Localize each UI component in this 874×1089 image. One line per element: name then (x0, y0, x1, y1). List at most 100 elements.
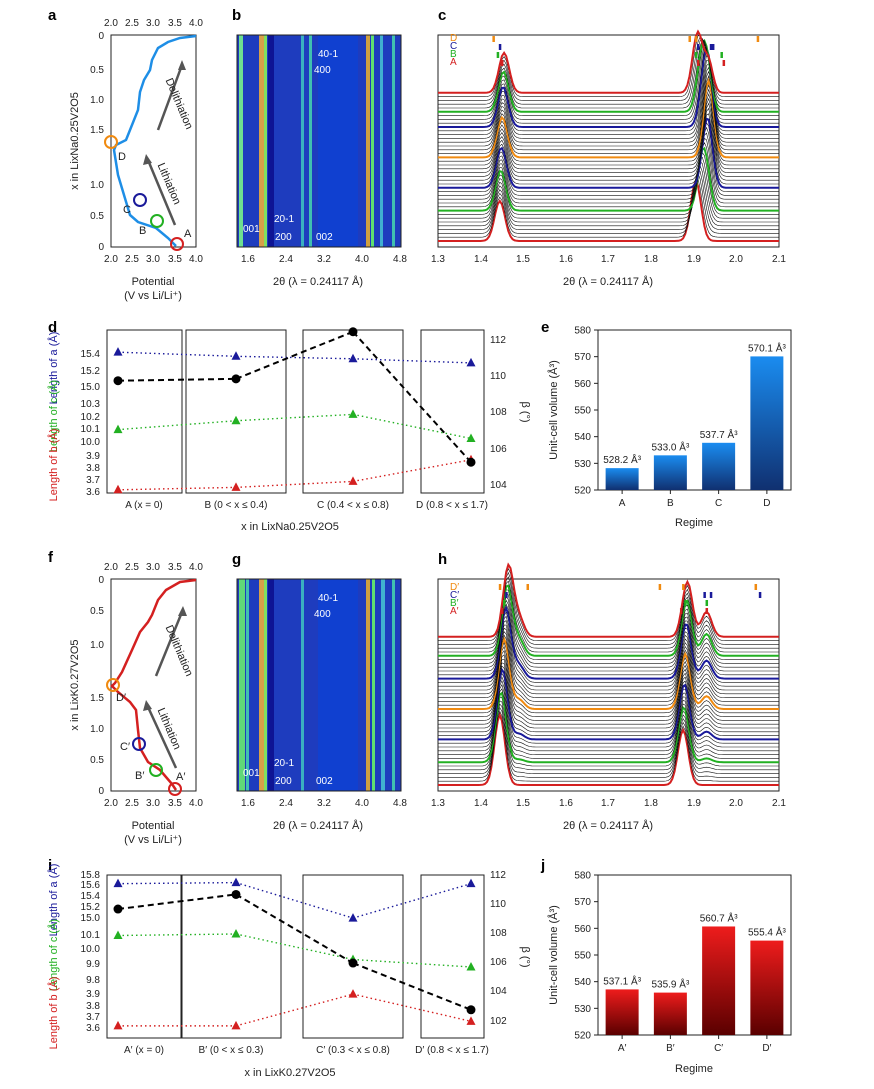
tick-label: 1.4 (474, 798, 488, 809)
tick-label: 1.8 (644, 798, 658, 809)
tick-label: 1.9 (687, 254, 701, 265)
heatmap-line (380, 35, 383, 247)
tick-label: 3.8 (86, 463, 100, 474)
diffraction-trace (438, 34, 779, 97)
y-tick-label: 540 (574, 432, 591, 443)
tick-label: 3.5 (168, 562, 182, 573)
tick-label: 112 (490, 870, 506, 881)
diffraction-trace (438, 679, 779, 752)
tick-label: 2.1 (772, 798, 786, 809)
diffraction-trace (438, 172, 779, 234)
legend-label: D (450, 33, 457, 44)
tick-label: 1.3 (431, 798, 445, 809)
panel-c-ridge-plot (438, 29, 779, 242)
y-tick-label: 520 (574, 486, 591, 497)
peak-label: 40-1 (318, 593, 338, 604)
diffraction-trace (438, 178, 779, 242)
lattice-point (466, 433, 476, 442)
subpanel-frame (106, 874, 183, 1039)
tick-label: 2.0 (729, 254, 743, 265)
point-label: B′ (135, 770, 144, 782)
tick-label: 10.2 (81, 412, 101, 423)
diffraction-trace (438, 611, 779, 683)
trend-line (117, 377, 237, 382)
heatmap-line (301, 35, 304, 247)
tick-label: 3.7 (86, 475, 100, 486)
y-tick-label: 520 (574, 1031, 591, 1042)
tick-label: 106 (490, 957, 507, 968)
lattice-point (348, 476, 358, 485)
reflection-tick (679, 608, 683, 614)
bar (750, 940, 784, 1035)
bar (750, 356, 784, 490)
heatmap-line (366, 579, 370, 791)
reflection-tick (720, 52, 723, 58)
panel-e-ylabel: Unit-cell volume (Å³) (547, 360, 560, 460)
diffraction-trace (438, 54, 779, 135)
diffraction-trace (438, 164, 779, 227)
tick-label: 0 (98, 786, 104, 797)
diffraction-trace (438, 634, 779, 706)
panel-b-frame (236, 34, 402, 248)
trend-line (235, 893, 354, 964)
reflection-tick (526, 584, 530, 590)
panel-a-frame (110, 34, 197, 248)
lattice-point (231, 415, 241, 425)
tick-label: 2.0 (104, 562, 118, 573)
trend-line (235, 933, 354, 961)
reflection-tick (500, 60, 504, 66)
panel-a-label: a (48, 7, 57, 24)
panel-j-ylabel: Unit-cell volume (Å³) (547, 905, 560, 1005)
peak-label: 002 (316, 776, 333, 787)
panel-j-label: j (540, 857, 545, 874)
tick-label: 15.4 (81, 349, 101, 360)
trend-line (352, 358, 472, 364)
diffraction-trace (438, 146, 779, 212)
lithiation-arrow (146, 706, 178, 769)
marker-d-prime (106, 678, 120, 692)
diffraction-trace (438, 624, 779, 695)
diffraction-trace (438, 603, 779, 676)
legend-label: B (450, 49, 457, 60)
beta-point (466, 1005, 476, 1015)
reflection-tick (754, 584, 758, 590)
legend-label: B′ (450, 598, 459, 609)
subpanel-frame (420, 874, 485, 1039)
trend-line (352, 883, 472, 919)
panel-b-xlabel: 2θ (λ = 0.24117 Å) (273, 275, 363, 288)
legend-label: C′ (450, 590, 459, 601)
trend-line (235, 993, 354, 1027)
diffraction-trace (438, 645, 779, 717)
subpanel-frame (420, 329, 485, 494)
peak-label: 200 (275, 776, 292, 787)
tick-label: 9.8 (86, 975, 100, 986)
tick-label: 104 (490, 480, 507, 491)
diffraction-trace (438, 580, 779, 653)
marker-c-prime (132, 737, 146, 751)
y-tick-label: 530 (574, 1004, 591, 1015)
panel-f-xlabel-1: Potential (132, 820, 175, 832)
tick-label: 2.5 (125, 254, 139, 265)
x-tick-label: C (715, 498, 722, 509)
marker-d (104, 135, 118, 149)
ylabel-b: Length of b (Å) (47, 429, 60, 502)
beta-point (231, 374, 241, 384)
tick-label: 4.0 (189, 18, 203, 29)
bar (605, 468, 639, 490)
diffraction-trace (438, 667, 779, 741)
tick-label: 15.2 (81, 366, 101, 377)
bar (653, 455, 687, 490)
reflection-tick (758, 592, 762, 598)
heatmap-line (371, 35, 374, 247)
heatmap-line (264, 35, 267, 247)
diffraction-trace (438, 126, 779, 196)
heatmap-line (264, 579, 267, 791)
y-tick-label: 570 (574, 897, 591, 908)
diffraction-trace (438, 36, 779, 101)
tick-label: 1.0 (90, 95, 104, 106)
panel-a-xlabel-1: Potential (132, 276, 175, 288)
tick-label: 1.0 (90, 640, 104, 651)
subpanel-frame (106, 329, 183, 494)
diffraction-trace (438, 169, 779, 230)
